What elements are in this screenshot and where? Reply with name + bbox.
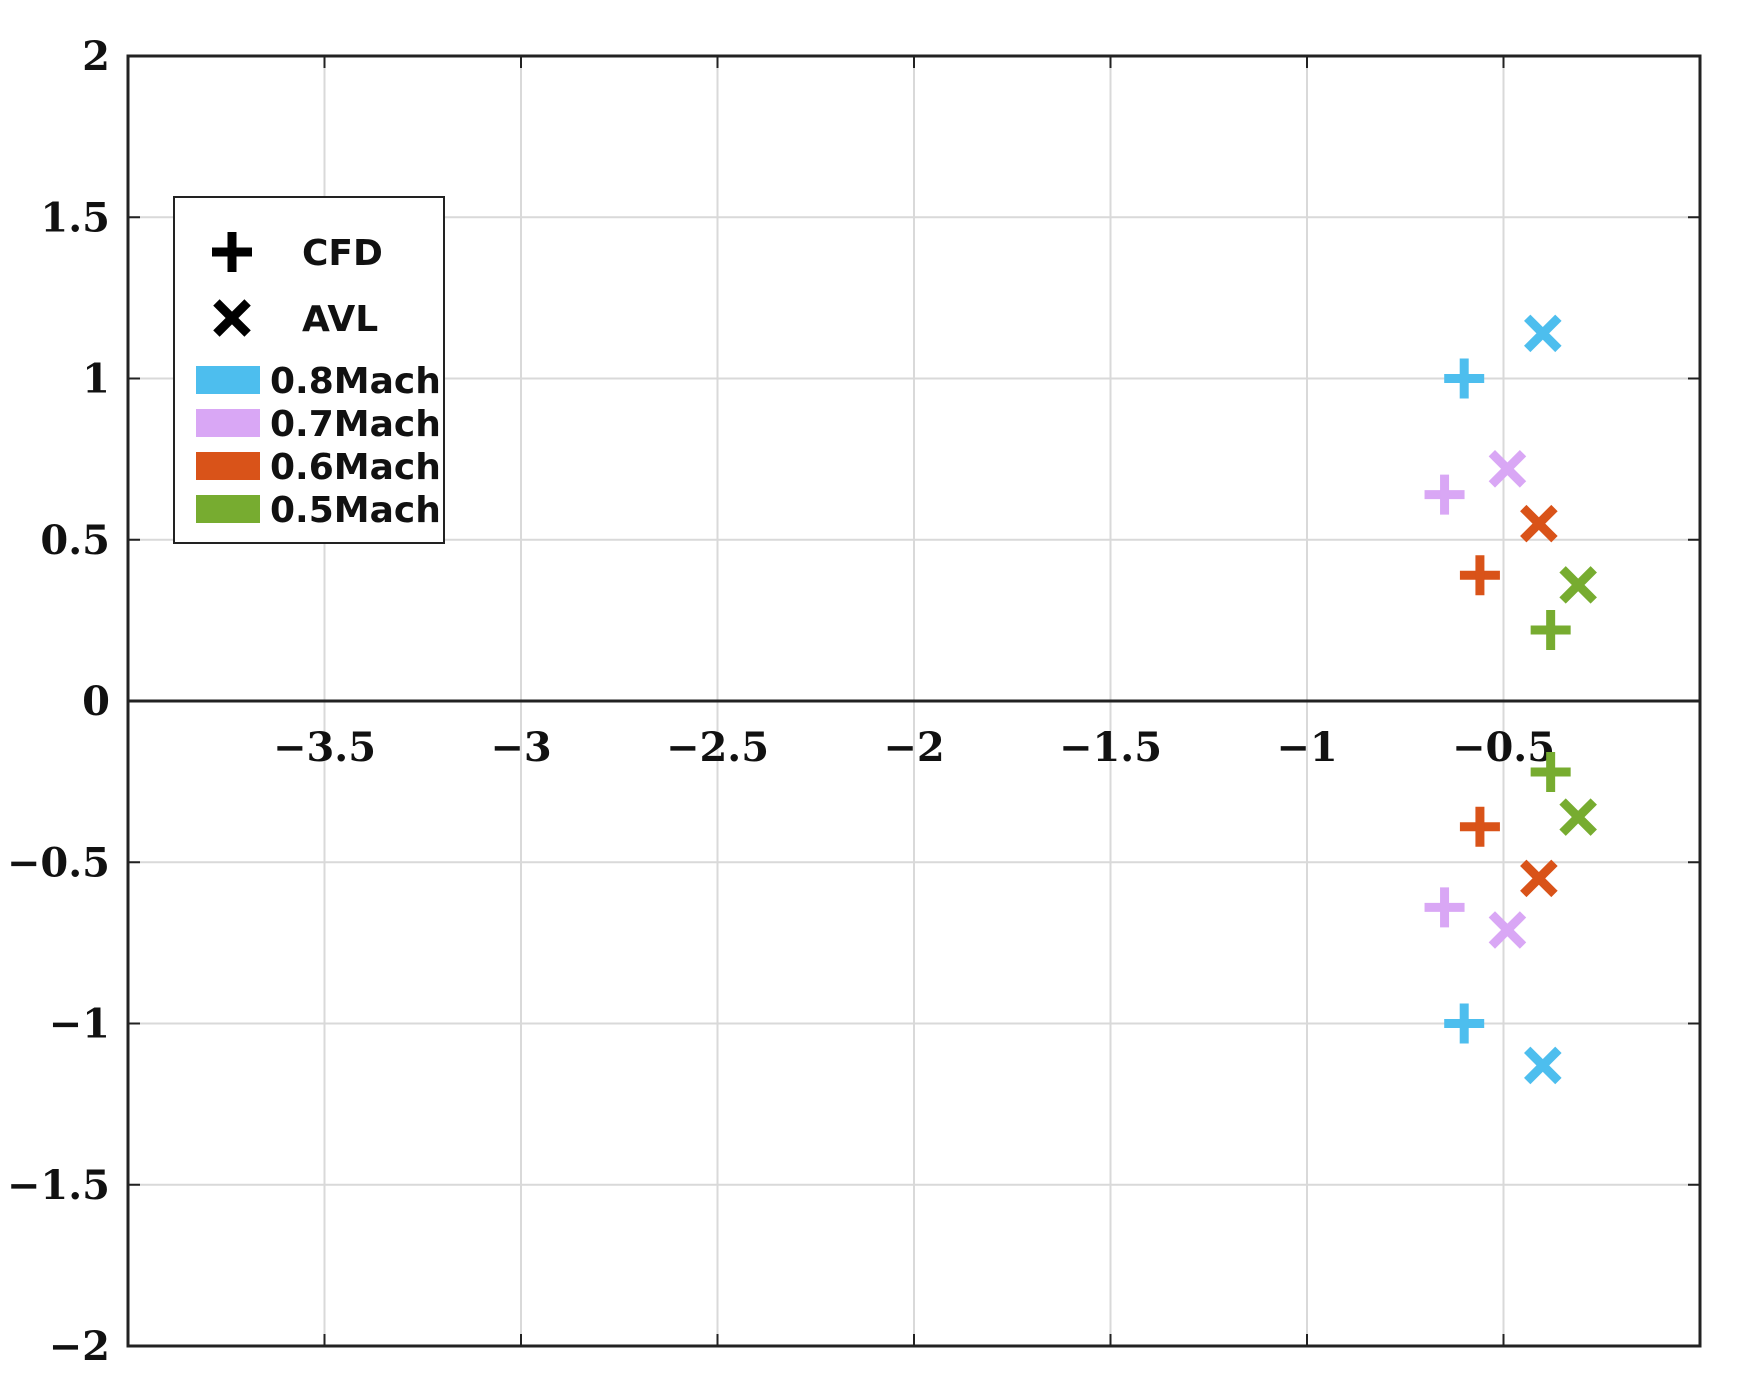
- cfd-point-05mach: [1530, 610, 1571, 651]
- y-tick-label: −2: [49, 1323, 110, 1370]
- x-tick-label: −1.5: [1059, 724, 1162, 771]
- legend-label-mach: 0.5Mach: [270, 490, 441, 531]
- legend-label-cfd: CFD: [302, 233, 383, 274]
- x-tick-label: −3.5: [273, 724, 376, 771]
- cfd-point-08mach: [1444, 358, 1485, 399]
- data-points: [1424, 314, 1597, 1085]
- cfd-point-06mach: [1459, 555, 1500, 596]
- x-tick-label: −0.5: [1452, 724, 1555, 771]
- avl-point-05mach: [1559, 798, 1597, 836]
- legend-marker-cfd: [212, 232, 252, 272]
- legend-label-mach: 0.6Mach: [270, 447, 441, 488]
- cfd-point-05mach: [1530, 751, 1571, 792]
- y-tick-label: −0.5: [7, 839, 110, 886]
- avl-point-08mach: [1524, 314, 1562, 353]
- cfd-point-08mach: [1444, 1003, 1485, 1044]
- avl-point-07mach: [1488, 450, 1527, 488]
- avl-point-08mach: [1524, 1046, 1562, 1085]
- legend-label-avl: AVL: [302, 299, 378, 340]
- legend-swatch: [196, 495, 260, 523]
- y-tick-label: −1: [49, 1001, 110, 1048]
- y-tick-label: −1.5: [7, 1162, 110, 1209]
- avl-point-07mach: [1488, 911, 1527, 949]
- avl-point-06mach: [1520, 859, 1558, 898]
- legend-swatch: [196, 452, 260, 480]
- y-tick-label: 1.5: [40, 194, 110, 241]
- cfd-point-06mach: [1459, 806, 1500, 847]
- x-tick-label: −3: [490, 724, 551, 771]
- avl-point-05mach: [1559, 566, 1597, 604]
- x-tick-label: −2: [883, 724, 944, 771]
- y-tick-label: 2: [82, 33, 110, 80]
- y-tick-label: 1: [82, 356, 110, 403]
- x-tick-label: −1: [1276, 724, 1337, 771]
- avl-point-06mach: [1520, 504, 1558, 543]
- legend-marker-avl: [213, 299, 251, 337]
- x-tick-labels: −3.5 −3 −2.5 −2 −1.5 −1 −0.5: [273, 724, 1555, 771]
- legend-swatch: [196, 409, 260, 437]
- cfd-point-07mach: [1424, 474, 1465, 515]
- y-tick-label: 0.5: [40, 517, 110, 564]
- x-tick-label: −2.5: [666, 724, 769, 771]
- legend-label-mach: 0.8Mach: [270, 361, 441, 402]
- y-tick-labels: 2 1.5 1 0.5 0 −0.5 −1 −1.5 −2: [7, 33, 110, 1370]
- legend-swatch: [196, 366, 260, 394]
- cfd-point-07mach: [1424, 887, 1465, 928]
- y-tick-label: 0: [82, 678, 110, 725]
- legend-label-mach: 0.7Mach: [270, 404, 441, 445]
